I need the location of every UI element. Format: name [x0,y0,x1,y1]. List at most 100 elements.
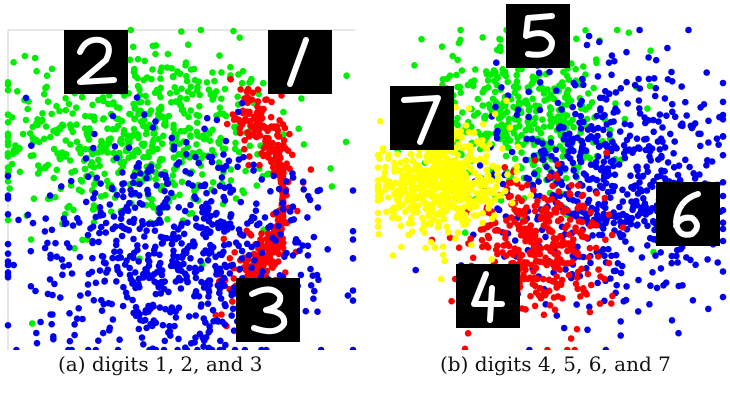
point-digit-6 [659,138,666,145]
point-digit-3 [46,192,54,199]
point-digit-7 [376,117,384,125]
point-digit-6 [664,44,671,52]
point-digit-4 [608,300,615,307]
point-digit-4 [528,250,535,258]
point-digit-5 [452,119,459,127]
point-digit-3 [169,233,177,241]
point-digit-6 [650,116,657,124]
point-digit-3 [89,254,96,262]
point-digit-3 [245,251,253,259]
point-digit-3 [114,266,121,274]
point-digit-6 [592,158,600,166]
point-digit-3 [142,243,149,250]
point-digit-3 [4,195,12,202]
point-digit-6 [719,219,727,226]
point-digit-2 [48,110,55,118]
point-digit-1 [245,130,252,137]
point-digit-6 [634,212,642,219]
point-digit-6 [601,141,609,148]
point-digit-3 [197,182,205,190]
point-digit-3 [222,341,229,349]
point-digit-6 [634,308,642,315]
point-digit-5 [512,124,519,132]
point-digit-2 [41,135,48,143]
point-digit-6 [542,233,549,241]
point-digit-5 [453,71,460,79]
point-digit-5 [459,109,466,116]
point-digit-1 [229,298,236,305]
point-digit-2 [183,72,190,80]
point-digit-3 [104,266,112,274]
point-digit-5 [580,63,587,70]
point-digit-1 [265,150,272,157]
point-digit-6 [617,218,624,225]
point-digit-4 [528,261,535,269]
point-digit-3 [79,315,86,323]
point-digit-6 [661,144,669,151]
point-digit-4 [593,190,601,197]
point-digit-6 [689,297,697,304]
point-digit-5 [529,95,536,103]
point-digit-6 [670,150,677,157]
point-digit-3 [41,228,49,235]
point-digit-3 [66,337,74,345]
point-digit-3 [113,154,120,162]
point-digit-3 [349,287,357,294]
point-digit-2 [4,178,12,185]
point-digit-7 [393,187,401,195]
point-digit-5 [550,95,558,103]
point-digit-3 [100,300,107,308]
point-digit-3 [87,225,94,232]
point-digit-7 [407,214,415,222]
point-digit-4 [558,276,566,284]
point-digit-7 [392,179,399,186]
point-digit-3 [212,211,219,218]
point-digit-7 [423,168,430,175]
point-digit-3 [217,218,224,225]
digit-glyph-1 [287,37,309,87]
point-digit-6 [553,87,560,94]
point-digit-5 [438,43,446,50]
point-digit-2 [130,125,138,133]
point-digit-6 [574,134,581,141]
point-digit-3 [280,205,287,213]
point-digit-2 [280,108,287,116]
point-digit-4 [570,236,577,243]
point-digit-6 [498,84,505,91]
point-digit-4 [467,235,474,242]
point-digit-5 [547,116,554,124]
point-digit-2 [73,138,81,146]
point-digit-7 [471,203,478,211]
point-digit-6 [668,78,676,85]
point-digit-3 [91,130,98,138]
point-digit-2 [235,148,243,156]
point-digit-3 [176,275,183,283]
point-digit-2 [79,236,86,244]
point-digit-5 [530,120,538,128]
point-digit-3 [195,293,203,300]
point-digit-1 [229,111,236,118]
point-digit-7 [403,197,411,204]
point-digit-3 [232,239,240,246]
point-digit-4 [583,291,590,298]
point-digit-7 [501,187,509,195]
point-digit-6 [668,68,675,76]
point-digit-3 [49,291,56,299]
digit-glyph-2 [77,36,117,85]
point-digit-3 [183,273,190,280]
point-digit-6 [624,191,631,198]
point-digit-6 [558,106,565,113]
point-digit-2 [188,210,196,217]
point-digit-6 [619,186,626,194]
point-digit-6 [499,180,507,188]
point-digit-6 [662,279,670,287]
point-digit-2 [154,163,162,170]
point-digit-1 [226,254,234,262]
point-digit-1 [253,111,261,118]
point-digit-1 [246,110,253,117]
point-digit-3 [164,195,171,202]
point-digit-3 [50,333,57,340]
point-digit-4 [511,245,518,252]
point-digit-1 [254,86,262,93]
point-digit-3 [205,344,213,350]
